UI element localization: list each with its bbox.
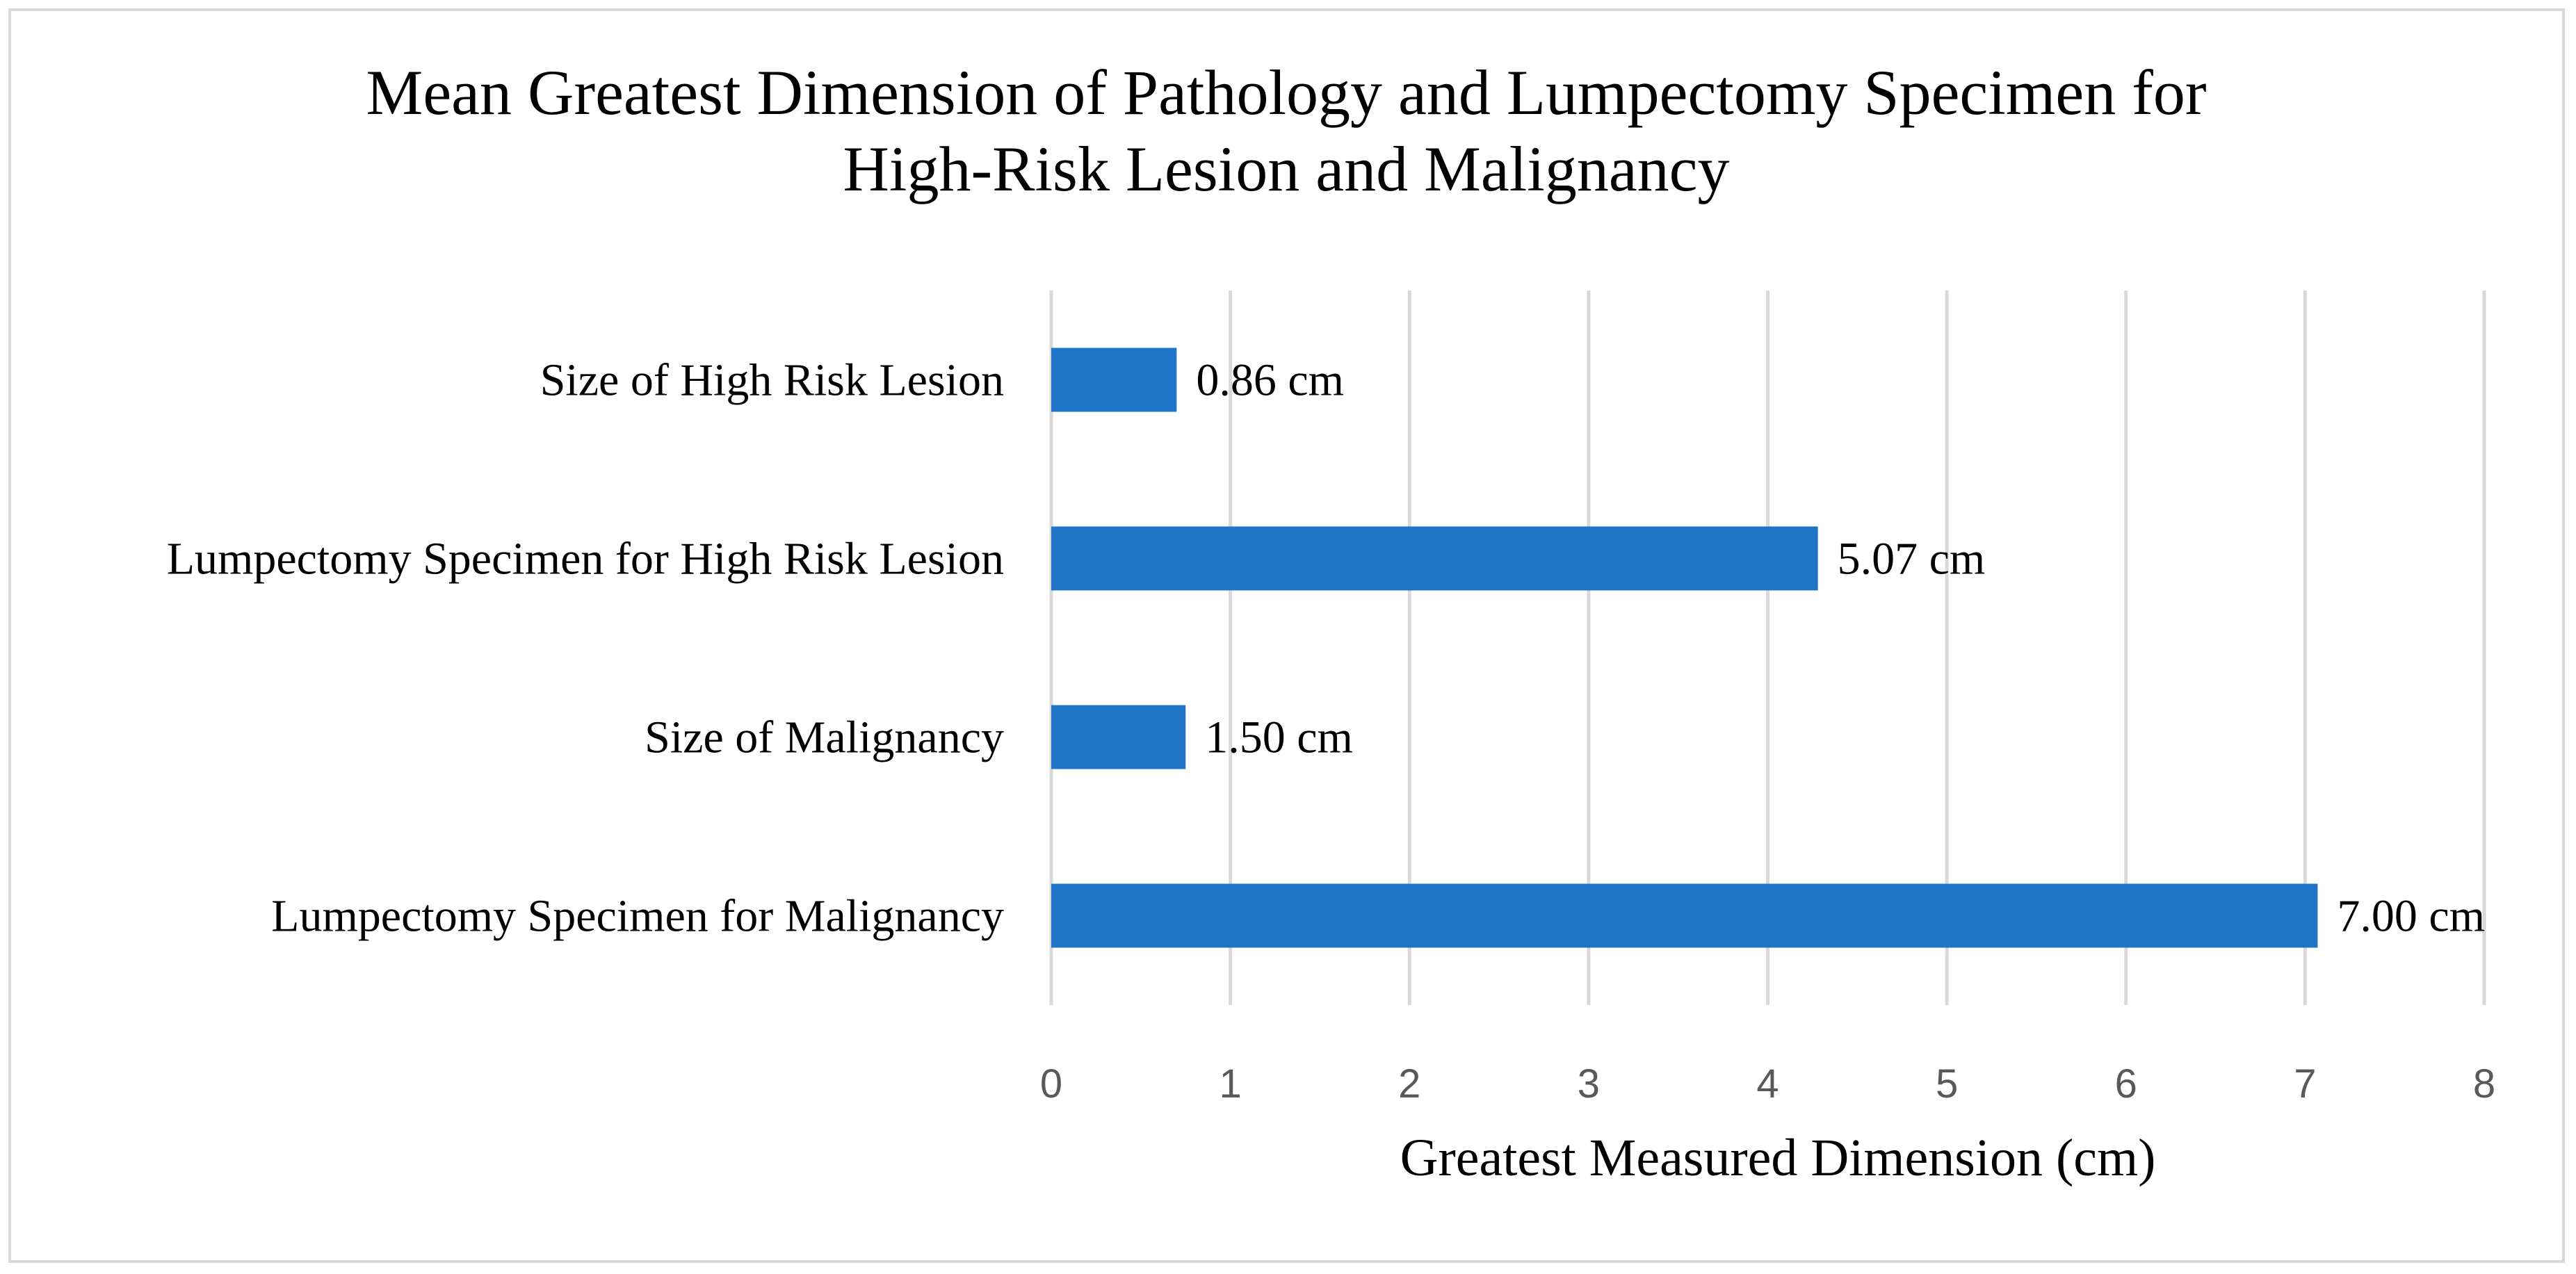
bar-3 [1051,705,1186,769]
data-label-3: 1.50 cm [1205,712,1353,763]
x-tick-label-6: 6 [2115,1061,2137,1106]
x-tick-label-7: 7 [2294,1061,2316,1106]
chart-frame: Mean Greatest Dimension of Pathology and… [8,8,2565,1263]
x-tick-label-3: 3 [1578,1061,1600,1106]
category-label-3: Size of Malignancy [645,712,1004,763]
bar-1 [1051,348,1177,412]
chart-title-line-1: Mean Greatest Dimension of Pathology and… [366,57,2207,128]
x-tick-label-4: 4 [1756,1061,1779,1106]
data-label-1: 0.86 cm [1196,355,1344,406]
data-label-2: 5.07 cm [1838,534,1986,585]
x-tick-label-1: 1 [1219,1061,1241,1106]
bar-4 [1051,883,2318,948]
category-labels: Size of High Risk Lesion Lumpectomy Speci… [167,355,1004,942]
bar-2 [1051,526,1818,591]
bars [1051,348,2318,948]
data-labels: 0.86 cm 5.07 cm 1.50 cm 7.00 cm [1196,355,2485,942]
x-tick-label-8: 8 [2473,1061,2495,1106]
x-tick-label-2: 2 [1398,1061,1420,1106]
x-axis-tick-labels: 0 1 2 3 4 5 6 7 8 [1040,1061,2495,1106]
chart-title-line-2: High-Risk Lesion and Malignancy [843,133,1729,204]
category-label-2: Lumpectomy Specimen for High Risk Lesion [167,534,1004,585]
x-tick-label-5: 5 [1936,1061,1958,1106]
category-label-1: Size of High Risk Lesion [540,355,1004,406]
bar-chart: Mean Greatest Dimension of Pathology and… [167,57,2495,1187]
x-axis-title: Greatest Measured Dimension (cm) [1400,1129,2156,1187]
category-label-4: Lumpectomy Specimen for Malignancy [271,891,1004,942]
gridlines [1049,291,2486,1005]
chart-title: Mean Greatest Dimension of Pathology and… [366,57,2207,204]
x-tick-label-0: 0 [1040,1061,1062,1106]
data-label-4: 7.00 cm [2337,891,2485,942]
